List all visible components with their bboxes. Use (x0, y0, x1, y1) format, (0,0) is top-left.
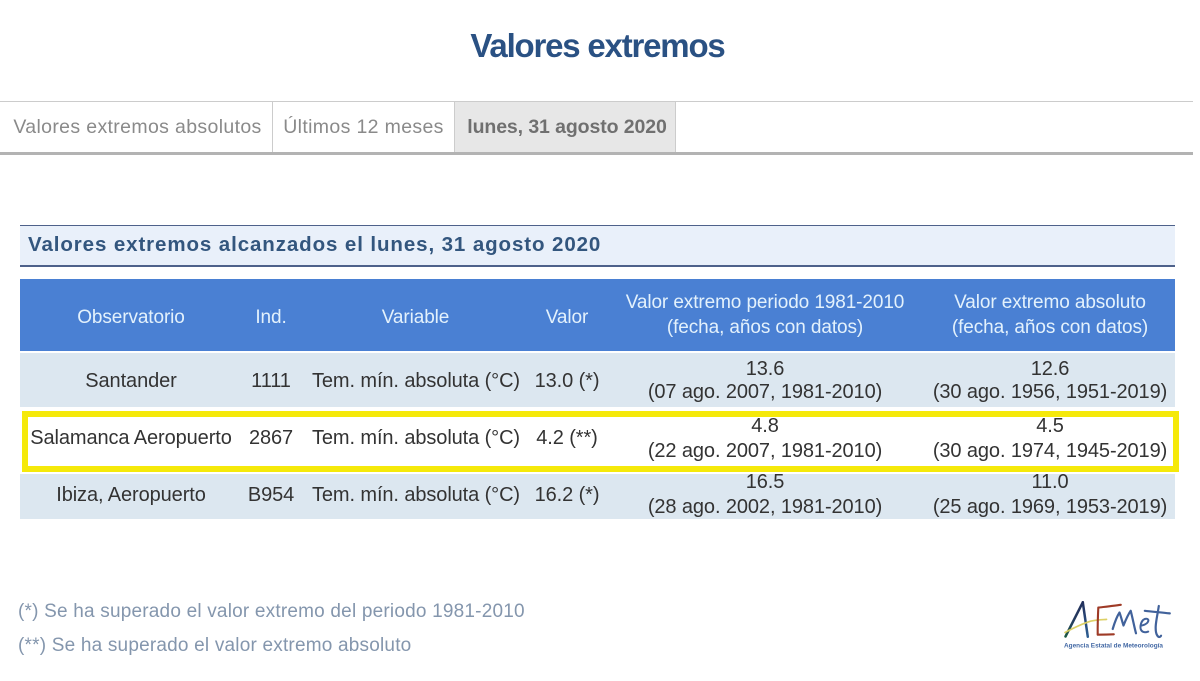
svg-text:Agencia Estatal de Meteorologí: Agencia Estatal de Meteorología (1064, 643, 1163, 650)
